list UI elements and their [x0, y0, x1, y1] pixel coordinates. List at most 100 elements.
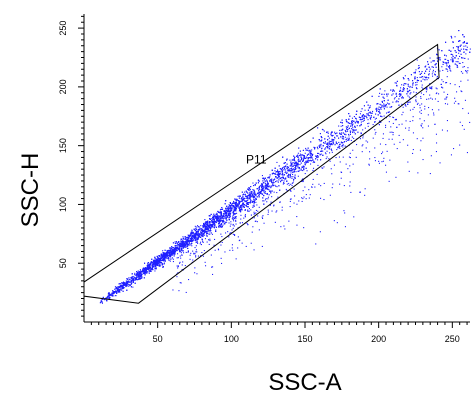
scatter-point	[341, 129, 343, 131]
scatter-point	[139, 274, 141, 276]
scatter-point	[294, 162, 296, 164]
scatter-point	[313, 146, 315, 148]
scatter-point	[221, 208, 223, 210]
scatter-point	[191, 232, 193, 234]
scatter-point	[347, 125, 349, 127]
scatter-point	[204, 223, 206, 225]
scatter-point	[465, 53, 467, 55]
scatter-point	[116, 288, 118, 290]
scatter-point	[317, 156, 319, 158]
scatter-point	[416, 84, 418, 86]
scatter-point	[135, 277, 137, 279]
scatter-point	[223, 223, 225, 225]
scatter-point	[434, 73, 436, 75]
scatter-point	[317, 127, 319, 129]
scatter-point	[181, 250, 183, 252]
scatter-point	[161, 254, 163, 256]
scatter-point	[248, 202, 250, 204]
scatter-point	[403, 78, 405, 80]
scatter-point	[319, 140, 321, 142]
scatter-point	[207, 228, 209, 230]
scatter-point	[101, 301, 103, 303]
scatter-point	[278, 176, 280, 178]
scatter-point	[277, 173, 279, 175]
scatter-point	[255, 198, 257, 200]
scatter-point	[457, 61, 459, 63]
scatter-point	[229, 202, 231, 204]
scatter-point	[370, 115, 372, 117]
scatter-point	[169, 252, 171, 254]
scatter-point	[260, 191, 262, 193]
scatter-point	[363, 105, 365, 107]
scatter-point	[212, 216, 214, 218]
scatter-point	[150, 268, 152, 270]
scatter-point	[120, 285, 122, 287]
scatter-point	[149, 268, 151, 270]
scatter-point	[119, 286, 121, 288]
scatter-point	[156, 262, 158, 264]
scatter-point	[348, 113, 350, 115]
scatter-point	[164, 253, 166, 255]
scatter-point	[124, 282, 126, 284]
scatter-point	[383, 93, 385, 95]
scatter-point	[395, 101, 397, 103]
scatter-point	[111, 294, 113, 296]
scatter-point	[271, 178, 273, 180]
scatter-point	[297, 162, 299, 164]
scatter-point	[205, 223, 207, 225]
scatter-point	[459, 40, 461, 42]
scatter-point	[444, 54, 446, 56]
scatter-point	[319, 146, 321, 148]
scatter-point	[278, 171, 280, 173]
scatter-point	[361, 115, 363, 117]
scatter-point	[163, 262, 165, 264]
scatter-point	[195, 236, 197, 238]
scatter-point	[171, 246, 173, 248]
scatter-point	[160, 258, 162, 260]
scatter-point	[154, 267, 156, 269]
scatter-point	[204, 234, 206, 236]
scatter-point	[281, 169, 283, 171]
scatter-point	[193, 236, 195, 238]
scatter-point	[320, 145, 322, 147]
scatter-point	[339, 143, 341, 145]
scatter-point	[235, 207, 237, 209]
scatter-point	[454, 63, 456, 65]
scatter-point	[238, 195, 240, 197]
scatter-point	[203, 234, 205, 236]
scatter-point	[139, 269, 141, 271]
scatter-point	[215, 217, 217, 219]
scatter-point	[370, 112, 372, 114]
scatter-point	[203, 226, 205, 228]
scatter-point	[200, 228, 202, 230]
scatter-point	[266, 180, 268, 182]
scatter-point	[364, 127, 366, 129]
scatter-point	[246, 195, 248, 197]
scatter-point	[226, 221, 228, 223]
scatter-point	[306, 149, 308, 151]
scatter-point	[396, 85, 398, 87]
scatter-point	[378, 124, 380, 126]
scatter-point	[275, 176, 277, 178]
scatter-point	[247, 203, 249, 205]
scatter-point	[145, 269, 147, 271]
scatter-point	[159, 265, 161, 267]
scatter-point	[277, 172, 279, 174]
scatter-point	[262, 197, 264, 199]
scatter-point	[204, 225, 206, 227]
scatter-point	[340, 121, 342, 123]
scatter-point	[396, 100, 398, 102]
scatter-point	[254, 191, 256, 193]
scatter-point	[190, 233, 192, 235]
scatter-point	[342, 142, 344, 144]
scatter-point	[107, 293, 109, 295]
scatter-point	[206, 225, 208, 227]
scatter-point	[301, 157, 303, 159]
scatter-point	[404, 75, 406, 77]
scatter-point	[238, 200, 240, 202]
scatter-point	[126, 278, 128, 280]
scatter-point	[270, 180, 272, 182]
scatter-point	[258, 186, 260, 188]
scatter-point	[466, 42, 468, 44]
scatter-point	[416, 81, 418, 83]
